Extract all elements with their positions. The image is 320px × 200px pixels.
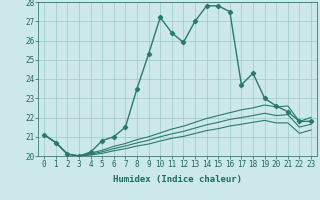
X-axis label: Humidex (Indice chaleur): Humidex (Indice chaleur) (113, 175, 242, 184)
